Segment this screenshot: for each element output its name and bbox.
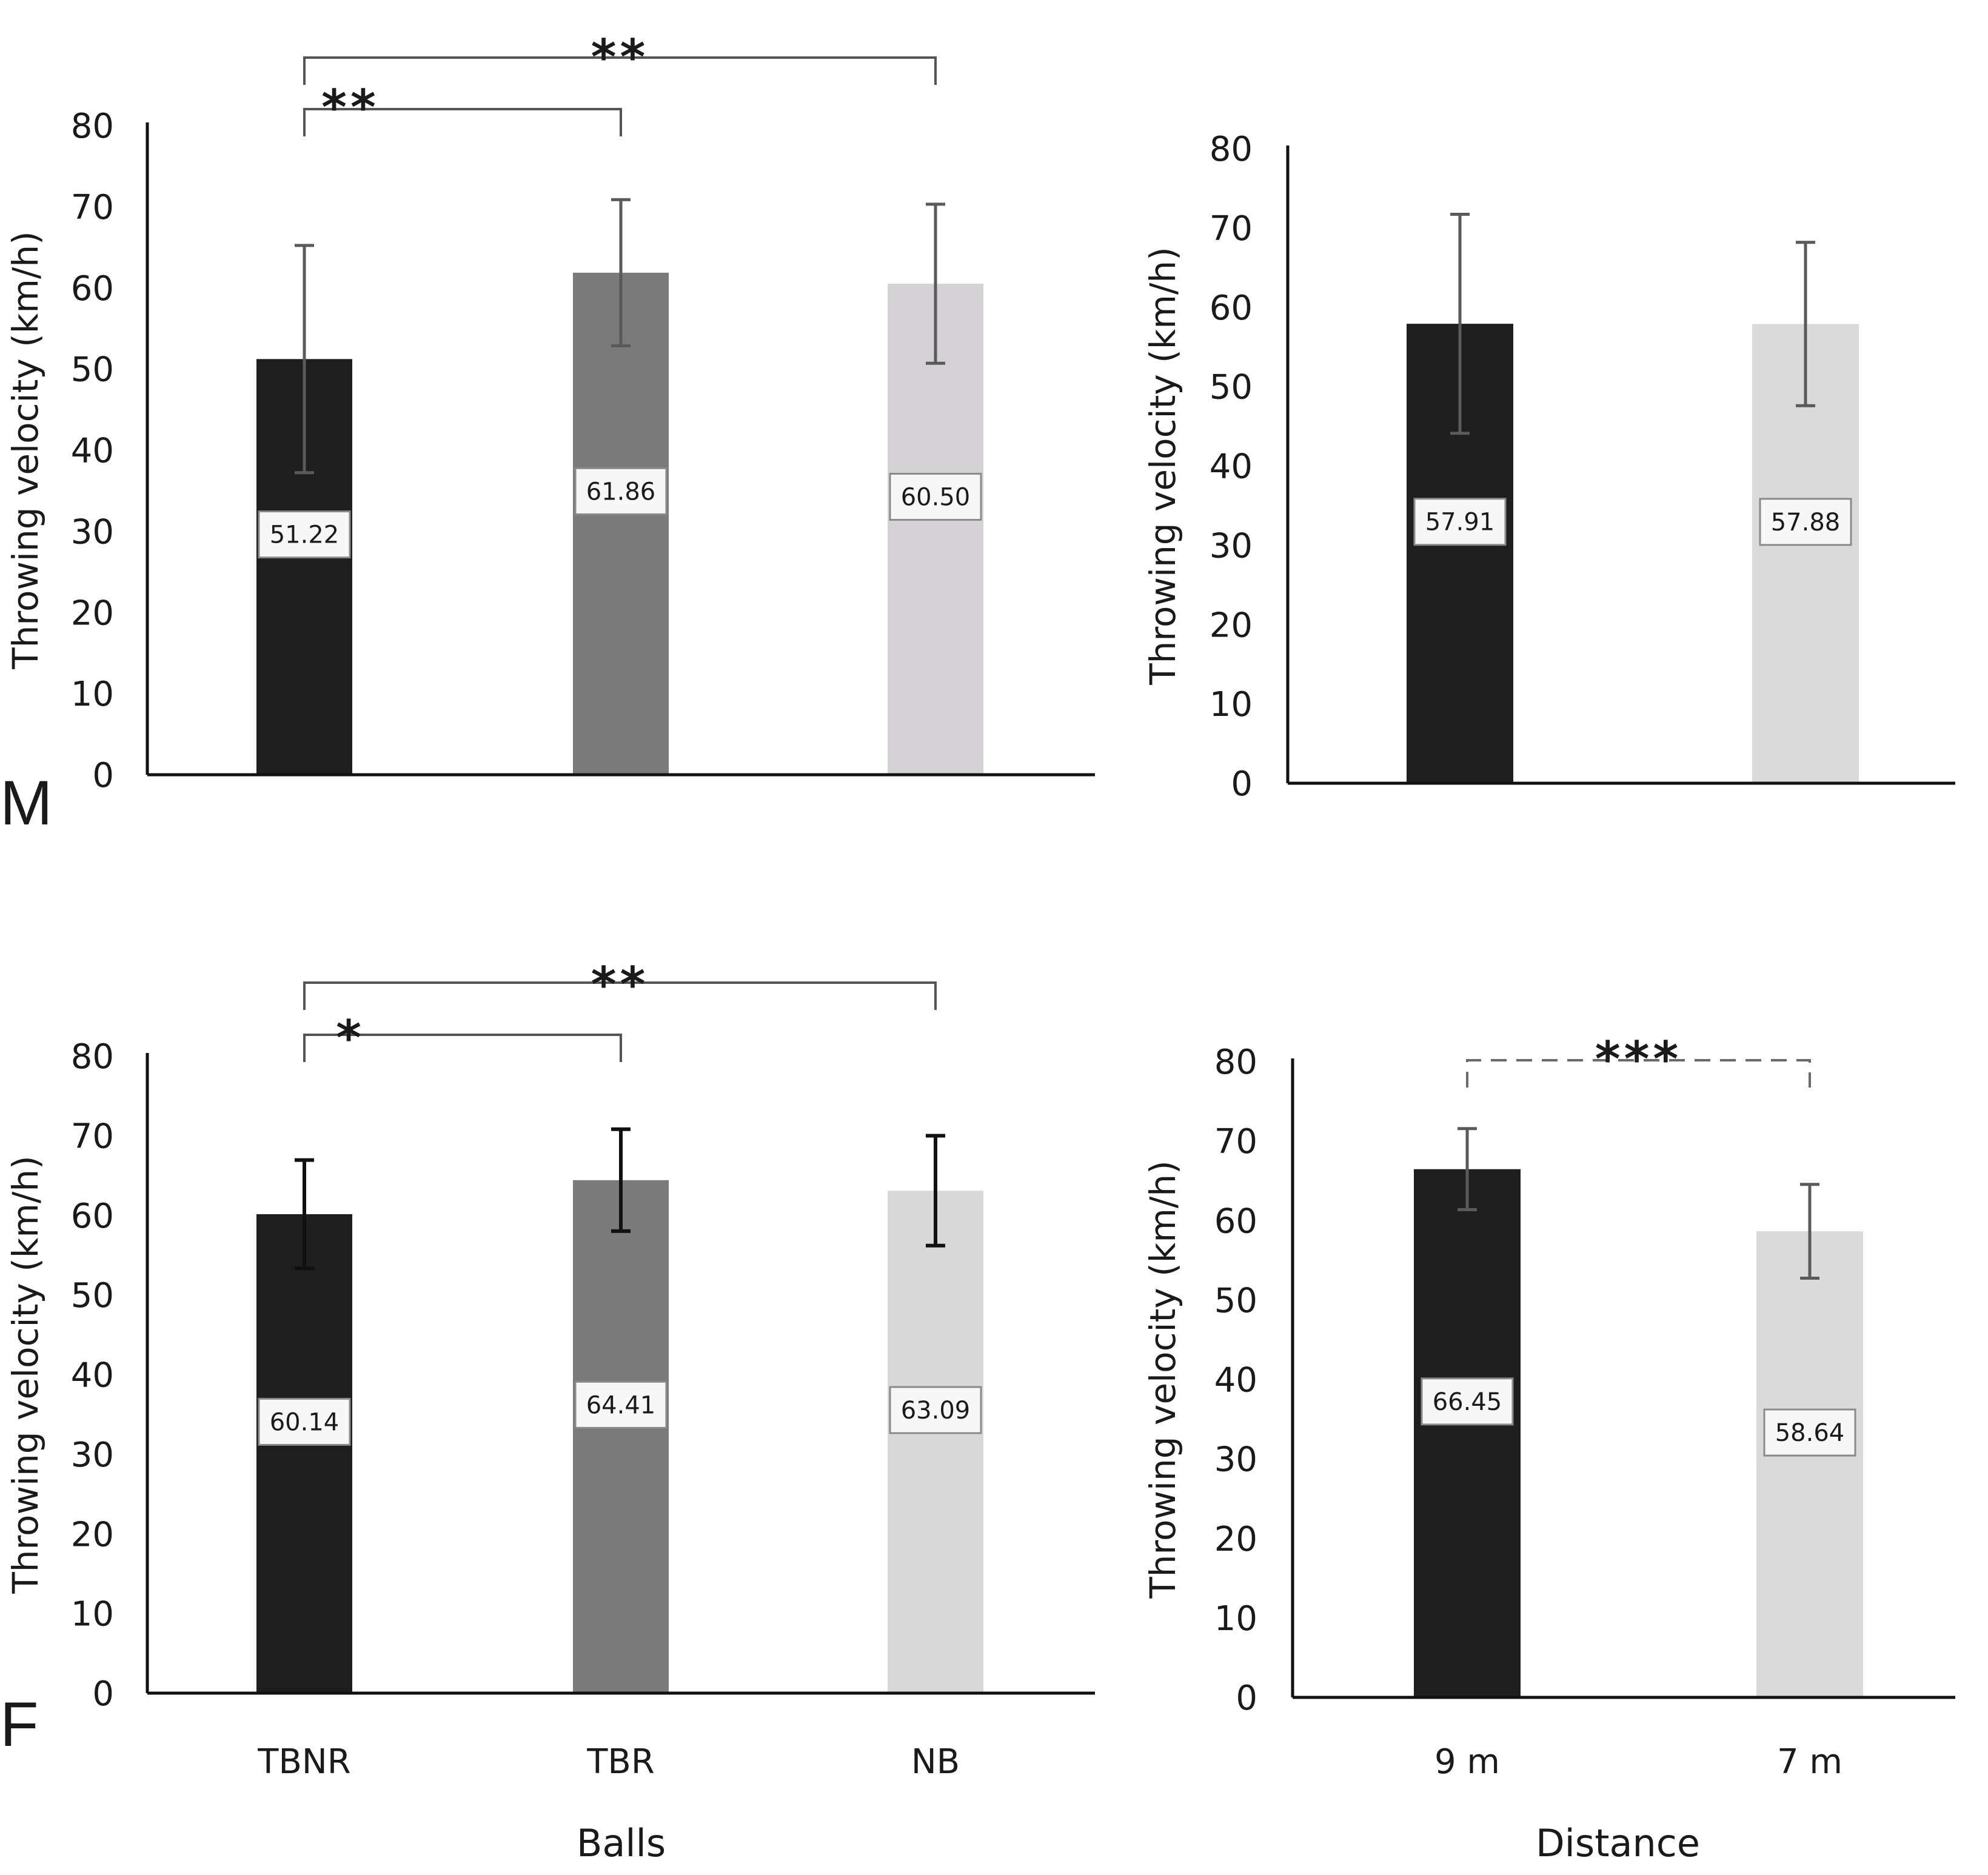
- data-label: 60.50: [901, 483, 971, 511]
- x-tick-label: 9 m: [1434, 1742, 1500, 1782]
- y-tick-label: 40: [71, 432, 114, 471]
- y-tick-label: 40: [71, 1356, 114, 1395]
- chart-f-distance: 0 10 20 30 40 50 60 70 80 Throwing velocity (km/h…: [1142, 1031, 1955, 1865]
- y-tick-label: 40: [1210, 447, 1253, 487]
- y-tick-label: 20: [1210, 606, 1253, 645]
- y-axis-label: Throwing velocity (km/h): [1142, 1160, 1183, 1599]
- x-axis-label: Balls: [577, 1821, 666, 1865]
- y-tick-label: 20: [1214, 1520, 1257, 1559]
- data-label: 64.41: [586, 1391, 656, 1419]
- x-tick-label: TBNR: [257, 1742, 350, 1782]
- data-label: 61.86: [586, 478, 656, 506]
- y-tick-label: 60: [71, 269, 114, 309]
- y-tick-label: 10: [1210, 685, 1253, 724]
- y-tick-label: 10: [71, 1595, 114, 1634]
- significance-bracket: [303, 981, 937, 1010]
- y-tick-label: 70: [1210, 209, 1253, 249]
- y-tick-label: 0: [1236, 1679, 1257, 1718]
- y-axis-label: Throwing velocity (km/h): [5, 231, 46, 670]
- y-tick-label: 50: [71, 350, 114, 390]
- data-label-box: [1763, 1408, 1856, 1457]
- y-tick-label: 20: [71, 593, 114, 633]
- significance-bracket: [303, 1034, 622, 1062]
- y-tick-label: 30: [1210, 526, 1253, 566]
- significance-stars: *: [336, 1010, 365, 1066]
- y-tick-label: 30: [1214, 1440, 1257, 1480]
- significance-bracket: [1466, 1059, 1811, 1088]
- y-tick-label: 60: [1214, 1202, 1257, 1241]
- y-tick-label: 10: [71, 675, 114, 714]
- data-label-box: [258, 510, 351, 559]
- data-label-box: [574, 1380, 668, 1429]
- y-tick-label: 80: [1214, 1043, 1257, 1082]
- data-label-box: [1421, 1377, 1514, 1426]
- y-tick-label: 20: [71, 1515, 114, 1554]
- y-tick-label: 50: [71, 1276, 114, 1315]
- bar: [888, 1191, 983, 1693]
- significance-stars: ***: [1595, 1031, 1682, 1088]
- bar: [888, 284, 983, 775]
- significance-bracket: [303, 56, 937, 85]
- bar: [573, 272, 669, 775]
- y-tick-label: 10: [1214, 1599, 1257, 1639]
- y-tick-label: 30: [71, 1435, 114, 1475]
- data-label: 58.64: [1775, 1419, 1845, 1447]
- data-label-box: [258, 1397, 351, 1446]
- y-tick-label: 60: [1210, 289, 1253, 328]
- data-label-box: [574, 467, 668, 515]
- x-tick-label: NB: [911, 1742, 960, 1782]
- y-tick-label: 0: [92, 756, 114, 795]
- y-tick-label: 70: [1214, 1122, 1257, 1161]
- bar: [573, 1180, 669, 1693]
- significance-stars: **: [591, 957, 649, 1013]
- y-tick-label: 70: [71, 1117, 114, 1156]
- chart-m-distance: 0 10 20 30 40 50 60 70 80 Throwing velocity (km/h…: [1142, 130, 1955, 804]
- data-label-box: [889, 1386, 982, 1434]
- panel-label: F: [0, 1690, 39, 1760]
- y-tick-label: 80: [1210, 130, 1253, 169]
- y-tick-label: 30: [71, 512, 114, 552]
- data-label-box: [889, 472, 982, 521]
- y-axis-label: Throwing velocity (km/h): [5, 1155, 46, 1594]
- data-label-box: [1413, 498, 1507, 546]
- y-tick-label: 80: [71, 1037, 114, 1077]
- x-axis-label: Distance: [1536, 1821, 1700, 1865]
- y-tick-label: 80: [71, 107, 114, 146]
- data-label: 51.22: [270, 521, 340, 549]
- y-tick-label: 0: [1231, 764, 1253, 804]
- bar: [1756, 1231, 1863, 1697]
- significance-stars: **: [591, 29, 649, 85]
- data-label-box: [1759, 498, 1852, 546]
- data-label: 63.09: [901, 1397, 971, 1425]
- data-label: 66.45: [1433, 1388, 1502, 1416]
- bar: [256, 1214, 352, 1693]
- significance-bracket: [303, 108, 622, 136]
- y-axis-label: Throwing velocity (km/h): [1142, 247, 1183, 686]
- data-label: 60.14: [270, 1408, 340, 1436]
- data-label: 57.91: [1425, 509, 1495, 536]
- chart-m-balls: 0 10 20 30 40 50 60 70 80 Throwing velocity (km/h…: [0, 29, 1095, 838]
- chart-f-balls: 0 10 20 30 40 50 60 70 80 Throwing velocity (km/h…: [0, 957, 1095, 1865]
- y-tick-label: 70: [71, 188, 114, 227]
- x-tick-label: 7 m: [1777, 1742, 1842, 1782]
- significance-stars: **: [321, 79, 380, 136]
- data-label: 57.88: [1771, 509, 1841, 536]
- y-tick-label: 50: [1214, 1281, 1257, 1320]
- y-tick-label: 60: [71, 1197, 114, 1236]
- y-tick-label: 40: [1214, 1361, 1257, 1400]
- y-tick-label: 0: [92, 1674, 114, 1714]
- bar: [1414, 1169, 1521, 1697]
- x-tick-label: TBR: [586, 1742, 655, 1782]
- panel-label: M: [0, 768, 53, 838]
- y-tick-label: 50: [1210, 368, 1253, 407]
